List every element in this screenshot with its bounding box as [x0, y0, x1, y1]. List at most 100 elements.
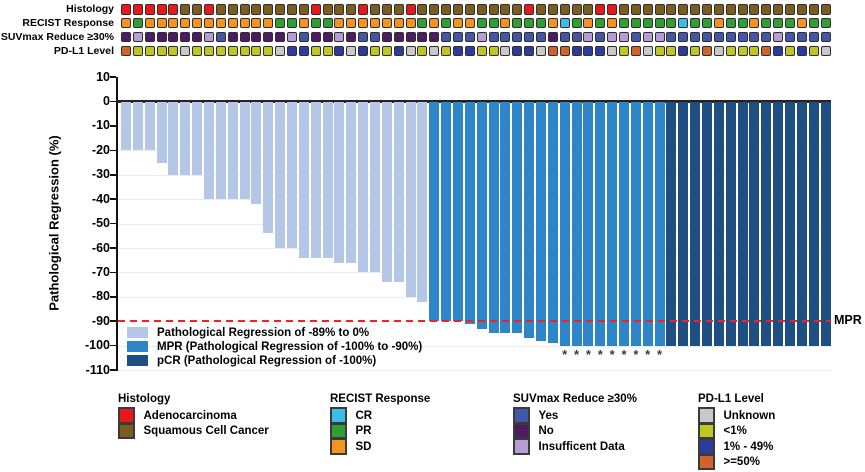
annotation-cell	[369, 4, 380, 15]
annotation-cell	[441, 31, 452, 43]
annotation-cell	[476, 4, 487, 15]
track-label-suvmax: SUVmax Reduce ≥30%	[0, 31, 114, 43]
legend-swatch	[513, 407, 530, 424]
annotation-cell	[690, 4, 701, 15]
annotation-cell	[713, 4, 724, 15]
annotation-cell	[298, 31, 309, 43]
annotation-cell	[808, 45, 819, 57]
gridline	[118, 370, 830, 372]
legend-swatch	[698, 407, 715, 424]
annotation-cell	[666, 45, 677, 57]
bar	[595, 101, 606, 346]
legend-swatch	[698, 438, 715, 455]
annotation-cell	[607, 4, 618, 15]
annotation-cell	[524, 4, 535, 15]
annotation-cell	[500, 45, 511, 57]
bar	[298, 101, 309, 258]
bar	[144, 101, 155, 151]
track-label-recist: RECIST Response	[22, 17, 114, 29]
annotation-cell	[559, 31, 570, 43]
bar	[749, 101, 760, 346]
annotation-cell	[346, 17, 357, 29]
legend-swatch	[330, 407, 347, 424]
bar	[488, 101, 499, 334]
legend-title: RECIST Response	[330, 393, 431, 405]
annotation-cell	[630, 45, 641, 57]
bar	[215, 101, 226, 200]
legend-swatch	[698, 453, 715, 471]
annotation-cell	[725, 31, 736, 43]
legend-item-label: No	[538, 425, 554, 437]
annotation-cell	[452, 45, 463, 57]
annotation-cell	[239, 17, 250, 29]
annotation-cell	[239, 4, 250, 15]
annotation-cell	[452, 4, 463, 15]
annotation-cell	[476, 31, 487, 43]
annotation-cell	[369, 31, 380, 43]
bar	[346, 101, 357, 263]
annotation-cell	[595, 17, 606, 29]
annotation-cell	[607, 45, 618, 57]
annotation-cell	[512, 4, 523, 15]
y-tick-label: -100	[84, 338, 110, 353]
annotation-cell	[678, 31, 689, 43]
annotation-cell	[820, 31, 831, 43]
annotation-cell	[132, 45, 143, 57]
legend-swatch-mpr	[127, 341, 148, 352]
annotation-cell	[381, 31, 392, 43]
y-tick-label: -70	[91, 264, 110, 279]
annotation-cell	[464, 17, 475, 29]
annotation-cell	[583, 4, 594, 15]
annotation-cell	[286, 45, 297, 57]
annotation-cell	[725, 4, 736, 15]
legend-items: Unknown <1% 1% - 49% >=50%	[698, 407, 775, 471]
y-tick-label: -40	[91, 191, 110, 206]
annotation-cell	[203, 17, 214, 29]
bar	[168, 101, 179, 175]
annotation-cell	[784, 45, 795, 57]
annotation-cell	[251, 45, 262, 57]
annotation-cell	[203, 45, 214, 57]
legend-item: >=50%	[698, 453, 775, 471]
annotation-cell	[263, 45, 274, 57]
annotation-cell	[618, 17, 629, 29]
annotation-cell	[607, 17, 618, 29]
annotation-cell	[144, 31, 155, 43]
legend-item-label: 1% - 49%	[723, 440, 774, 453]
annotation-cell	[298, 45, 309, 57]
legend-item: PR	[330, 422, 430, 440]
bar	[559, 101, 570, 346]
annotation-cell	[773, 31, 784, 43]
y-tick-mark	[110, 100, 116, 103]
annotation-cell	[168, 45, 179, 57]
annotation-cell	[820, 45, 831, 57]
annotation-cell	[417, 45, 428, 57]
bar	[322, 101, 333, 258]
y-tick-mark	[110, 344, 116, 347]
annotation-cell	[310, 17, 321, 29]
bar	[192, 101, 203, 175]
legend-swatch	[330, 422, 347, 440]
annotation-cell	[524, 31, 535, 43]
annotation-cell	[500, 17, 511, 29]
annotation-cell	[168, 17, 179, 29]
annotation-cell	[393, 4, 404, 15]
annotation-cell	[796, 4, 807, 15]
y-tick-mark	[110, 173, 116, 176]
annotation-cell	[535, 4, 546, 15]
annotation-cell	[144, 4, 155, 15]
bar	[310, 101, 321, 258]
y-tick-label: -60	[91, 240, 110, 255]
annotation-cell	[180, 45, 191, 57]
y-tick-mark	[110, 125, 116, 127]
asterisk: *	[609, 347, 615, 362]
annotation-cell	[358, 17, 369, 29]
annotation-cell	[618, 31, 629, 43]
legend-item: Unknown	[698, 407, 775, 424]
annotation-cell	[121, 45, 131, 57]
annotation-cell	[417, 31, 428, 43]
y-tick-mark	[110, 296, 116, 298]
annotation-cell	[275, 31, 286, 43]
legend-title: Histology	[118, 393, 171, 405]
annotation-cell	[701, 4, 712, 15]
